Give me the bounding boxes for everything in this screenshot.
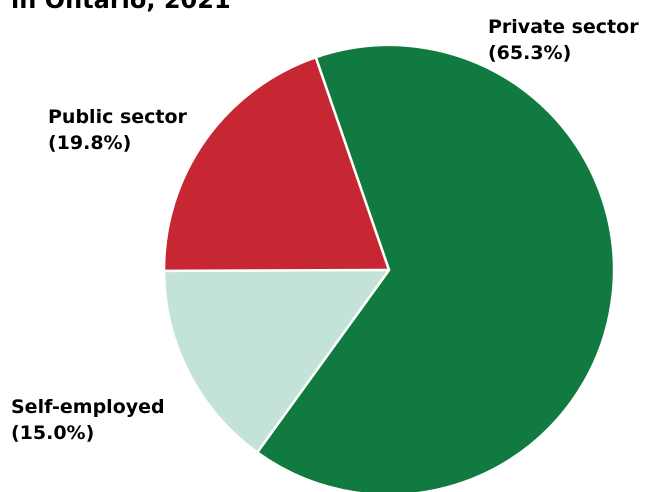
- pie-slice-private-sector: [255, 43, 616, 492]
- pie-slice-self-employed: [162, 268, 391, 454]
- label-private-sector-value: (65.3%): [488, 42, 572, 64]
- label-public-sector-value: (19.8%): [48, 132, 132, 154]
- pie-slice-public-sector: [162, 56, 391, 273]
- label-self-employed-name: Self-employed: [11, 396, 165, 418]
- label-self-employed: Self-employed (15.0%): [11, 394, 165, 446]
- label-private-sector: Private sector (65.3%): [488, 14, 639, 66]
- chart-title: in Ontario, 2021: [11, 0, 231, 14]
- label-public-sector-name: Public sector: [48, 106, 187, 128]
- label-self-employed-value: (15.0%): [11, 422, 95, 444]
- label-private-sector-name: Private sector: [488, 16, 639, 38]
- label-public-sector: Public sector (19.8%): [48, 104, 187, 156]
